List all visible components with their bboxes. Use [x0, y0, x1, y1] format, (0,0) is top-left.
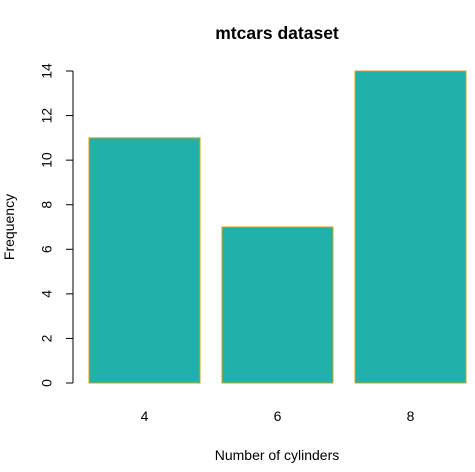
- bar-8: [354, 70, 467, 384]
- chart-title: mtcars dataset: [215, 23, 339, 43]
- y-tick-label: 6: [39, 245, 55, 253]
- y-axis-label: Frequency: [1, 194, 17, 260]
- y-tick-label: 12: [39, 108, 55, 124]
- y-axis: 0 2 4 6 8 10 12 14: [39, 63, 74, 387]
- x-tick-labels: 4 6 8: [141, 408, 415, 424]
- bar-6: [221, 226, 334, 384]
- x-tick-label: 8: [407, 408, 415, 424]
- x-tick-label: 4: [141, 408, 149, 424]
- y-tick-label: 2: [39, 334, 55, 342]
- y-tick-label: 0: [39, 379, 55, 387]
- y-tick-label: 8: [39, 201, 55, 209]
- x-axis-label: Number of cylinders: [215, 447, 340, 463]
- bar-4: [88, 137, 201, 384]
- bars: [88, 70, 467, 384]
- y-tick-label: 4: [39, 290, 55, 298]
- x-tick-label: 6: [274, 408, 282, 424]
- y-tick-label: 10: [39, 152, 55, 168]
- y-tick-label: 14: [39, 63, 55, 79]
